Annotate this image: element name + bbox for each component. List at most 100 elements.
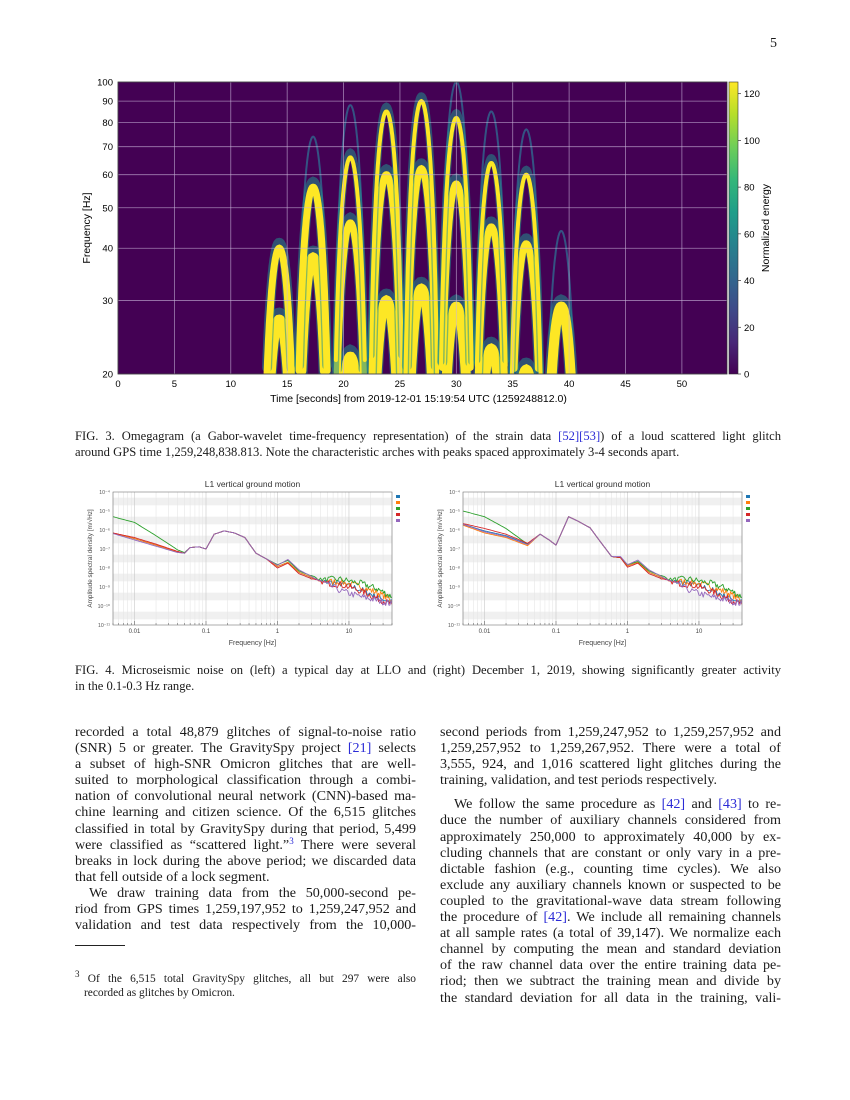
grid-band <box>113 497 392 506</box>
y-tick-label: 10⁻¹⁰ <box>448 604 460 610</box>
colorbar-tick-label: 120 <box>744 89 760 100</box>
text-line: nation of convolutional neural network (… <box>75 788 416 805</box>
citation-link[interactable]: [43] <box>718 796 742 813</box>
text-line: at all sample rates (a total of 39,147).… <box>440 925 781 942</box>
text-line: breaks in lock during the above period; … <box>75 852 416 869</box>
y-tick-label: 10⁻⁵ <box>449 509 460 515</box>
grid-band <box>463 554 742 563</box>
text-line: a subset of high-SNR Omicron glitches th… <box>75 756 416 773</box>
fig3-caption: FIG. 3. Omegagram (a Gabor-wavelet time-… <box>75 428 781 460</box>
caption-text: FIG. 4. Microseismic noise on (left) a t… <box>75 663 781 677</box>
colorbar-tick-label: 20 <box>744 323 755 334</box>
y-tick-label: 10⁻¹¹ <box>98 623 110 629</box>
legend-swatch <box>396 519 400 522</box>
x-tick-label: 20 <box>338 379 349 390</box>
x-tick-label: 50 <box>677 379 688 390</box>
x-axis-label: Frequency [Hz] <box>229 640 277 647</box>
arch-peak <box>546 301 576 374</box>
x-tick-label: 0.1 <box>202 629 211 635</box>
caption-text: around GPS time 1,259,248,838.813. Note … <box>75 445 680 459</box>
citation-link[interactable]: [42] <box>661 796 686 813</box>
legend-swatch <box>746 495 750 498</box>
text-line: second periods from 1,259,247,952 to 1,2… <box>440 724 781 740</box>
text-line: riod; then we subtract the training mean… <box>440 973 781 990</box>
x-tick-label: 10 <box>225 379 236 390</box>
y-tick-label: 80 <box>102 118 113 129</box>
legend-swatch <box>396 507 400 510</box>
y-axis-label: Amplitude spectral density [m/√Hz] <box>436 509 444 608</box>
y-tick-label: 10⁻⁶ <box>449 528 460 534</box>
text-line: suited to morphological classification t… <box>75 772 416 789</box>
text-line: . We include all remaining channels <box>566 909 781 926</box>
footnote-link[interactable]: 3 <box>289 835 294 846</box>
citation-link[interactable]: [53] <box>579 429 601 443</box>
legend-swatch <box>396 495 400 498</box>
text-line: We draw training data from the 50,000-se… <box>89 884 416 901</box>
grid-band <box>463 516 742 525</box>
text-line: There were several <box>293 836 416 853</box>
y-tick-label: 100 <box>97 78 113 89</box>
y-tick-label: 50 <box>102 203 113 214</box>
colorbar-tick-label: 0 <box>744 370 749 381</box>
faint-arch <box>547 229 575 370</box>
series-group <box>463 510 742 606</box>
arch-peak <box>474 160 508 368</box>
grid-band <box>113 554 392 563</box>
y-tick-label: 30 <box>102 296 113 307</box>
y-tick-label: 10⁻⁸ <box>449 566 460 572</box>
caption-text: FIG. 3. Omegagram (a Gabor-wavelet time-… <box>75 429 559 443</box>
grid-band <box>113 592 392 601</box>
caption-text: ) of a loud scattered light glitch <box>600 429 781 443</box>
text-line: approximately 250,000 to approximately 4… <box>440 828 781 845</box>
y-tick-label: 10⁻¹¹ <box>448 623 460 629</box>
footnote-text: Of the 6,515 total GravitySpy glitches, … <box>79 973 416 985</box>
legend-swatch <box>396 501 400 504</box>
grid-band <box>463 497 742 506</box>
x-tick-label: 0.01 <box>479 629 491 635</box>
citation-link[interactable]: [42] <box>543 909 567 926</box>
text-line: exclude any auxiliary channels known or … <box>440 876 781 893</box>
caption-text: in the 0.1-0.3 Hz range. <box>75 679 195 693</box>
grid-band <box>463 592 742 601</box>
y-tick-label: 10⁻⁹ <box>449 585 460 591</box>
body-left-column: recorded a total 48,879 glitches of sign… <box>75 724 416 933</box>
y-tick-label: 40 <box>102 244 113 255</box>
arch-peak <box>518 364 535 374</box>
text-line: duce the number of auxiliary channels co… <box>440 812 781 829</box>
psd-series-line <box>113 530 392 606</box>
x-tick-label: 10 <box>346 629 353 635</box>
colorbar-tick-label: 40 <box>744 276 755 287</box>
x-tick-label: 5 <box>172 379 177 390</box>
grid-band <box>463 535 742 544</box>
y-axis-label: Frequency [Hz] <box>81 192 93 263</box>
citation-link[interactable]: [52] <box>558 429 580 443</box>
plot-frame <box>117 81 728 375</box>
x-tick-label: 0.01 <box>129 629 141 635</box>
psd-plot-left: 0.01 0.1 1 10 10⁻⁴ 10⁻⁵ 10⁻⁶ 10⁻⁷ 10⁻⁸ 10⁻⁹ 10⁻¹⁰ 1… <box>86 479 400 647</box>
plot-background <box>118 82 727 374</box>
text-line: that fell outside of a lock segment. <box>75 868 270 885</box>
plot-frame <box>462 491 743 626</box>
y-tick-label: 10⁻⁴ <box>99 490 110 496</box>
text-line: 3,555, 924, and 1,016 scattered light gl… <box>440 756 781 773</box>
arch-peak <box>510 240 542 372</box>
text-line: the standard deviation for all data in t… <box>440 989 781 1006</box>
colorbar-tick-label: 100 <box>744 136 760 147</box>
omegagram-figure: 20 30 40 50 60 70 80 90 100 0 5 10 15 20 25 30 35 40 45 50 T… <box>81 78 772 406</box>
y-tick-label: 10⁻¹⁰ <box>98 604 110 610</box>
x-tick-label: 15 <box>282 379 293 390</box>
x-tick-label: 1 <box>626 629 630 635</box>
legend-swatch <box>396 513 400 516</box>
arch-peak <box>333 155 367 362</box>
x-axis-label: Frequency [Hz] <box>579 640 627 647</box>
footnote-rule <box>75 945 125 946</box>
y-tick-label: 10⁻⁷ <box>450 547 461 553</box>
citation-link[interactable]: [21] <box>347 740 372 757</box>
x-tick-label: 10 <box>696 629 703 635</box>
arch-peak <box>265 314 293 374</box>
plot-frame <box>112 491 393 626</box>
y-tick-label: 10⁻⁹ <box>99 585 110 591</box>
text-line: chine learning and citizen science. Of t… <box>75 804 416 821</box>
grid-band <box>463 611 742 620</box>
plot-title: L1 vertical ground motion <box>205 479 301 489</box>
